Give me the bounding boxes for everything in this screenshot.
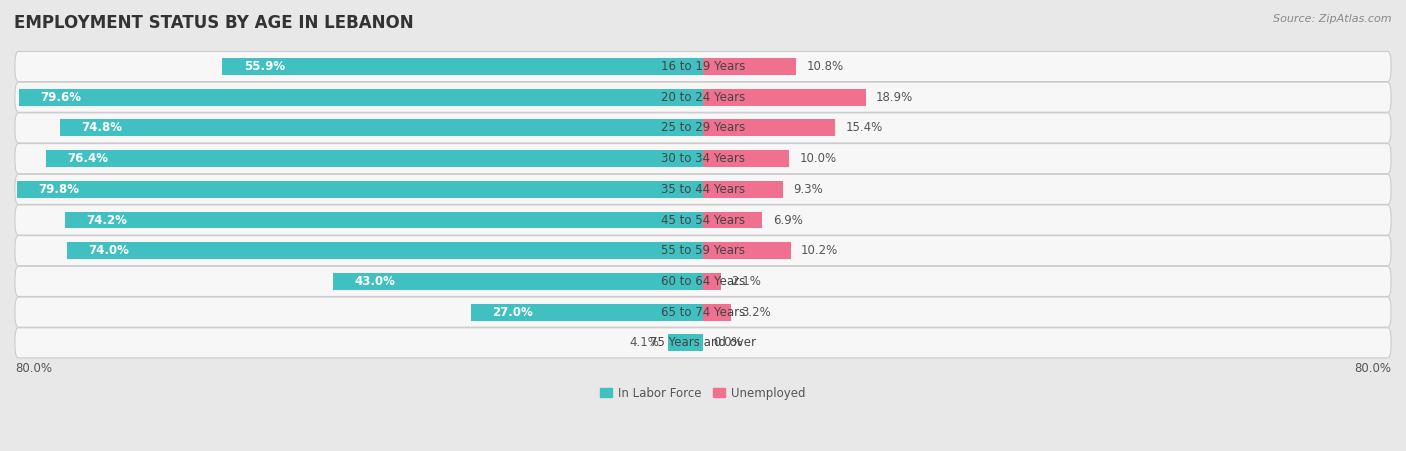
Text: 3.2%: 3.2% bbox=[741, 306, 770, 318]
Bar bbox=[703, 150, 789, 167]
Text: 74.2%: 74.2% bbox=[86, 213, 128, 226]
FancyBboxPatch shape bbox=[15, 174, 1391, 204]
Text: 27.0%: 27.0% bbox=[492, 306, 533, 318]
Text: 65 to 74 Years: 65 to 74 Years bbox=[661, 306, 745, 318]
Bar bbox=[703, 242, 790, 259]
Bar bbox=[703, 120, 835, 136]
Text: 20 to 24 Years: 20 to 24 Years bbox=[661, 91, 745, 104]
Text: 45 to 54 Years: 45 to 54 Years bbox=[661, 213, 745, 226]
Bar bbox=[668, 334, 703, 351]
Legend: In Labor Force, Unemployed: In Labor Force, Unemployed bbox=[596, 382, 810, 404]
Bar bbox=[471, 304, 703, 321]
Text: 35 to 44 Years: 35 to 44 Years bbox=[661, 183, 745, 196]
Text: EMPLOYMENT STATUS BY AGE IN LEBANON: EMPLOYMENT STATUS BY AGE IN LEBANON bbox=[14, 14, 413, 32]
Bar bbox=[703, 304, 731, 321]
Bar bbox=[66, 242, 703, 259]
Bar bbox=[46, 150, 703, 167]
FancyBboxPatch shape bbox=[15, 113, 1391, 143]
Bar bbox=[703, 89, 866, 106]
Bar bbox=[333, 273, 703, 290]
Bar bbox=[222, 58, 703, 75]
Text: 55.9%: 55.9% bbox=[243, 60, 285, 73]
Text: 18.9%: 18.9% bbox=[876, 91, 912, 104]
Text: 79.6%: 79.6% bbox=[39, 91, 82, 104]
Bar bbox=[65, 212, 703, 229]
Text: 10.0%: 10.0% bbox=[799, 152, 837, 165]
FancyBboxPatch shape bbox=[15, 297, 1391, 327]
Text: 76.4%: 76.4% bbox=[67, 152, 108, 165]
Text: 55 to 59 Years: 55 to 59 Years bbox=[661, 244, 745, 257]
Text: 43.0%: 43.0% bbox=[354, 275, 395, 288]
Text: 79.8%: 79.8% bbox=[38, 183, 79, 196]
Text: 16 to 19 Years: 16 to 19 Years bbox=[661, 60, 745, 73]
FancyBboxPatch shape bbox=[15, 143, 1391, 174]
FancyBboxPatch shape bbox=[15, 236, 1391, 266]
FancyBboxPatch shape bbox=[15, 328, 1391, 358]
Text: 6.9%: 6.9% bbox=[773, 213, 803, 226]
Text: 10.8%: 10.8% bbox=[806, 60, 844, 73]
Text: 60 to 64 Years: 60 to 64 Years bbox=[661, 275, 745, 288]
Text: 25 to 29 Years: 25 to 29 Years bbox=[661, 121, 745, 134]
Bar bbox=[703, 273, 721, 290]
FancyBboxPatch shape bbox=[15, 205, 1391, 235]
Text: 75 Years and over: 75 Years and over bbox=[650, 336, 756, 349]
Text: 30 to 34 Years: 30 to 34 Years bbox=[661, 152, 745, 165]
Text: 2.1%: 2.1% bbox=[731, 275, 761, 288]
Text: 0.0%: 0.0% bbox=[713, 336, 742, 349]
Text: Source: ZipAtlas.com: Source: ZipAtlas.com bbox=[1274, 14, 1392, 23]
Bar bbox=[60, 120, 703, 136]
Bar bbox=[17, 181, 703, 198]
Text: 4.1%: 4.1% bbox=[630, 336, 659, 349]
Bar bbox=[18, 89, 703, 106]
FancyBboxPatch shape bbox=[15, 51, 1391, 82]
Bar bbox=[703, 212, 762, 229]
FancyBboxPatch shape bbox=[15, 267, 1391, 296]
Text: 80.0%: 80.0% bbox=[1354, 362, 1391, 375]
Text: 15.4%: 15.4% bbox=[846, 121, 883, 134]
Text: 10.2%: 10.2% bbox=[801, 244, 838, 257]
Bar bbox=[703, 58, 796, 75]
FancyBboxPatch shape bbox=[15, 82, 1391, 112]
Text: 74.0%: 74.0% bbox=[89, 244, 129, 257]
Bar bbox=[703, 181, 783, 198]
Text: 80.0%: 80.0% bbox=[15, 362, 52, 375]
Text: 74.8%: 74.8% bbox=[82, 121, 122, 134]
Text: 9.3%: 9.3% bbox=[793, 183, 823, 196]
